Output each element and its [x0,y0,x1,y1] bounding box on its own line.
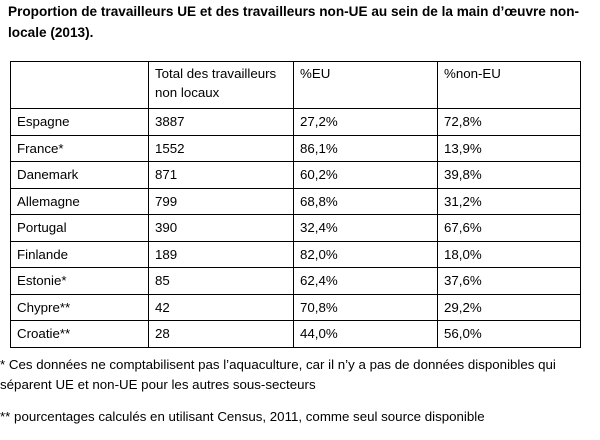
cell-eu: 32,4% [293,214,438,242]
table-header-row: Total des travailleurs non locaux %EU %n… [10,61,581,109]
cell-eu: 27,2% [293,108,438,136]
cell-eu: 60,2% [293,161,438,189]
table-row: Finlande 189 82,0% 18,0% [10,240,581,268]
cell-eu: 44,0% [293,320,438,348]
cell-total: 1552 [148,134,294,162]
document-title: Proportion de travailleurs UE et des tra… [8,4,580,40]
table-row: Croatie** 28 44,0% 56,0% [10,320,581,348]
cell-country: Danemark [10,161,149,189]
header-cell-total: Total des travailleurs non locaux [148,61,294,109]
cell-non-eu: 13,9% [437,134,581,162]
table-row: Allemagne 799 68,8% 31,2% [10,187,581,215]
cell-country: Chypre** [10,293,149,321]
table-row: Espagne 3887 27,2% 72,8% [10,108,581,136]
cell-total: 799 [148,187,294,215]
cell-country: France* [10,134,149,162]
cell-total: 390 [148,214,294,242]
cell-total: 3887 [148,108,294,136]
cell-eu: 70,8% [293,293,438,321]
footnote-1: * Ces données ne comptabilisent pas l’aq… [0,357,556,392]
cell-country: Allemagne [10,187,149,215]
table-row: Portugal 390 32,4% 67,6% [10,214,581,242]
cell-eu: 86,1% [293,134,438,162]
cell-country: Portugal [10,214,149,242]
data-table: Total des travailleurs non locaux %EU %n… [10,61,581,348]
header-cell-country [10,61,149,109]
document: Proportion de travailleurs UE et des tra… [8,0,592,43]
table-row: Chypre** 42 70,8% 29,2% [10,293,581,321]
cell-total: 189 [148,240,294,268]
cell-country: Croatie** [10,320,149,348]
header-cell-non-eu: %non-EU [437,61,581,109]
cell-non-eu: 37,6% [437,267,581,295]
table-row: Estonie* 85 62,4% 37,6% [10,267,581,295]
cell-eu: 82,0% [293,240,438,268]
cell-total: 85 [148,267,294,295]
cell-country: Estonie* [10,267,149,295]
cell-eu: 62,4% [293,267,438,295]
footnote-2: ** pourcentages calculés en utilisant Ce… [0,409,485,424]
cell-non-eu: 39,8% [437,161,581,189]
cell-non-eu: 31,2% [437,187,581,215]
cell-non-eu: 18,0% [437,240,581,268]
table-row: Danemark 871 60,2% 39,8% [10,161,581,189]
cell-non-eu: 56,0% [437,320,581,348]
cell-non-eu: 72,8% [437,108,581,136]
cell-total: 28 [148,320,294,348]
header-cell-eu: %EU [293,61,438,109]
cell-total: 871 [148,161,294,189]
cell-country: Espagne [10,108,149,136]
footnotes: * Ces données ne comptabilisent pas l’aq… [0,355,584,427]
cell-non-eu: 29,2% [437,293,581,321]
table-row: France* 1552 86,1% 13,9% [10,134,581,162]
cell-non-eu: 67,6% [437,214,581,242]
cell-total: 42 [148,293,294,321]
cell-country: Finlande [10,240,149,268]
cell-eu: 68,8% [293,187,438,215]
